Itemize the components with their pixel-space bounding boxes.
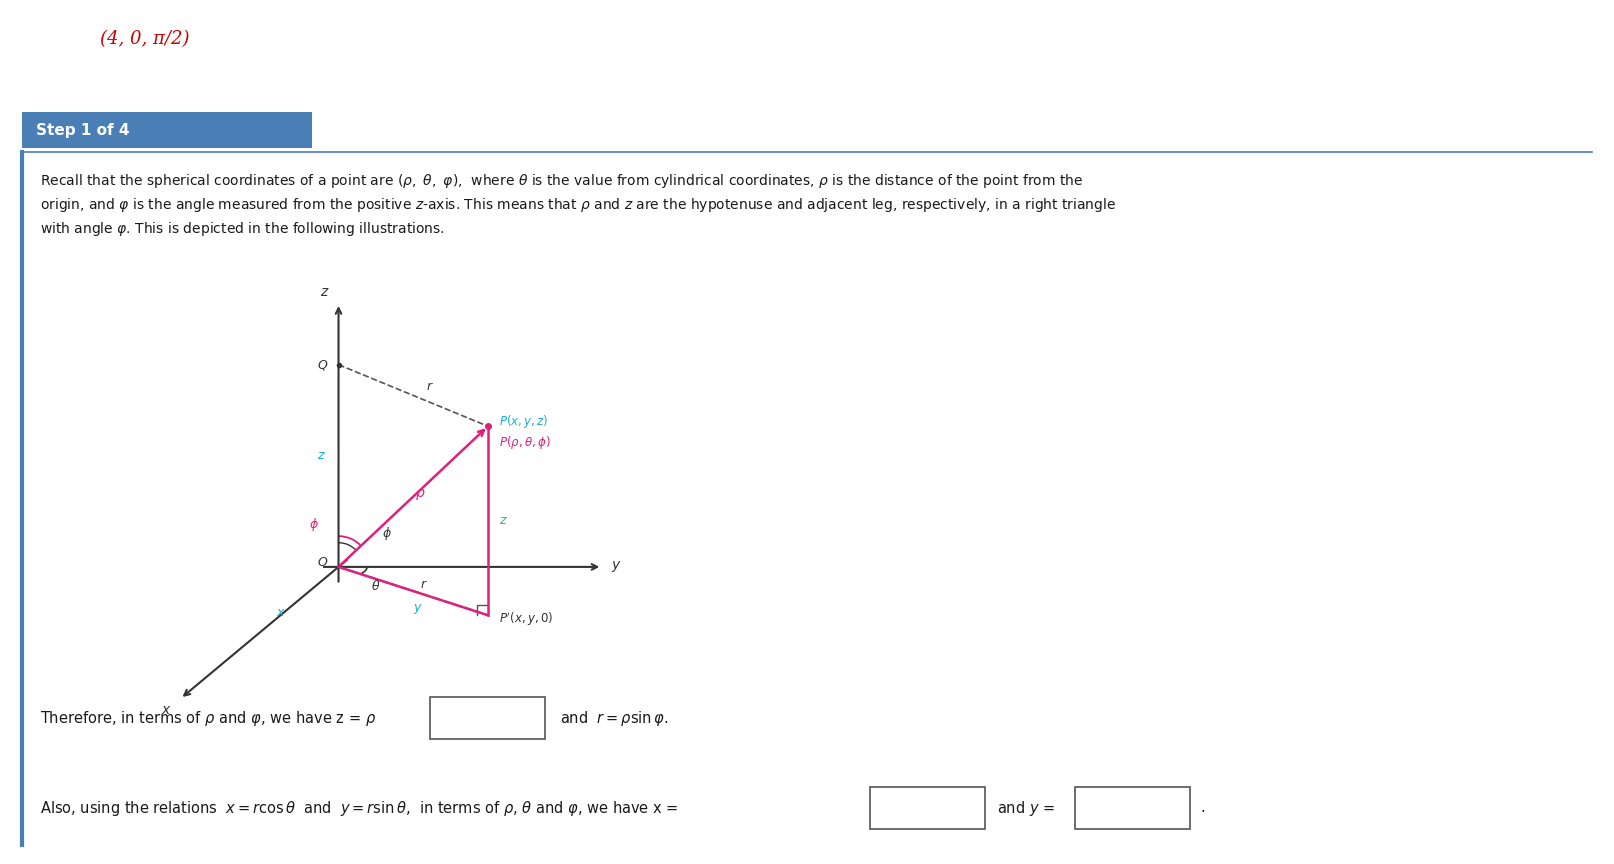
- Text: origin, and $\varphi$ is the angle measured from the positive $z$-axis. This mea: origin, and $\varphi$ is the angle measu…: [40, 196, 1115, 214]
- Text: $y$: $y$: [610, 559, 621, 575]
- Text: $\phi$: $\phi$: [383, 525, 392, 542]
- Text: $z$: $z$: [499, 514, 507, 527]
- Bar: [429, 697, 544, 739]
- Text: Also, using the relations  $x = r\cos\theta$  and  $y = r\sin\theta$,  in terms : Also, using the relations $x = r\cos\the…: [40, 798, 678, 817]
- Text: $P'(x, y, 0)$: $P'(x, y, 0)$: [499, 611, 552, 628]
- Text: $P(x, y, z)$: $P(x, y, z)$: [499, 413, 547, 430]
- Text: $O$: $O$: [316, 556, 328, 569]
- Text: Therefore, in terms of $\rho$ and $\varphi$, we have z = $\rho$: Therefore, in terms of $\rho$ and $\varp…: [40, 708, 376, 727]
- Text: $z$: $z$: [320, 285, 329, 299]
- Text: with angle $\varphi$. This is depicted in the following illustrations.: with angle $\varphi$. This is depicted i…: [40, 220, 444, 238]
- Text: and  $r = \rho\sin\varphi$.: and $r = \rho\sin\varphi$.: [560, 708, 668, 727]
- Text: $y$: $y$: [413, 601, 423, 616]
- Text: $\phi$: $\phi$: [308, 516, 318, 533]
- Text: $z$: $z$: [316, 449, 324, 462]
- Text: Recall that the spherical coordinates of a point are $(\rho,\ \theta,\ \varphi)$: Recall that the spherical coordinates of…: [40, 172, 1083, 190]
- Text: (4, 0, π/2): (4, 0, π/2): [100, 30, 189, 48]
- Text: $\rho$: $\rho$: [415, 487, 424, 502]
- Text: $x$: $x$: [276, 607, 286, 619]
- Text: $r$: $r$: [420, 577, 428, 591]
- Bar: [1075, 787, 1190, 829]
- Text: and $y$ =: and $y$ =: [996, 798, 1054, 817]
- Bar: [870, 787, 985, 829]
- FancyBboxPatch shape: [23, 112, 312, 148]
- Text: $x$: $x$: [161, 703, 171, 717]
- Text: .: .: [1199, 801, 1204, 816]
- Text: $P(\rho, \theta, \phi)$: $P(\rho, \theta, \phi)$: [499, 434, 550, 450]
- Text: $Q$: $Q$: [316, 358, 328, 372]
- Text: Step 1 of 4: Step 1 of 4: [36, 123, 129, 137]
- Text: $\theta$: $\theta$: [371, 579, 379, 594]
- Text: $r$: $r$: [426, 380, 434, 393]
